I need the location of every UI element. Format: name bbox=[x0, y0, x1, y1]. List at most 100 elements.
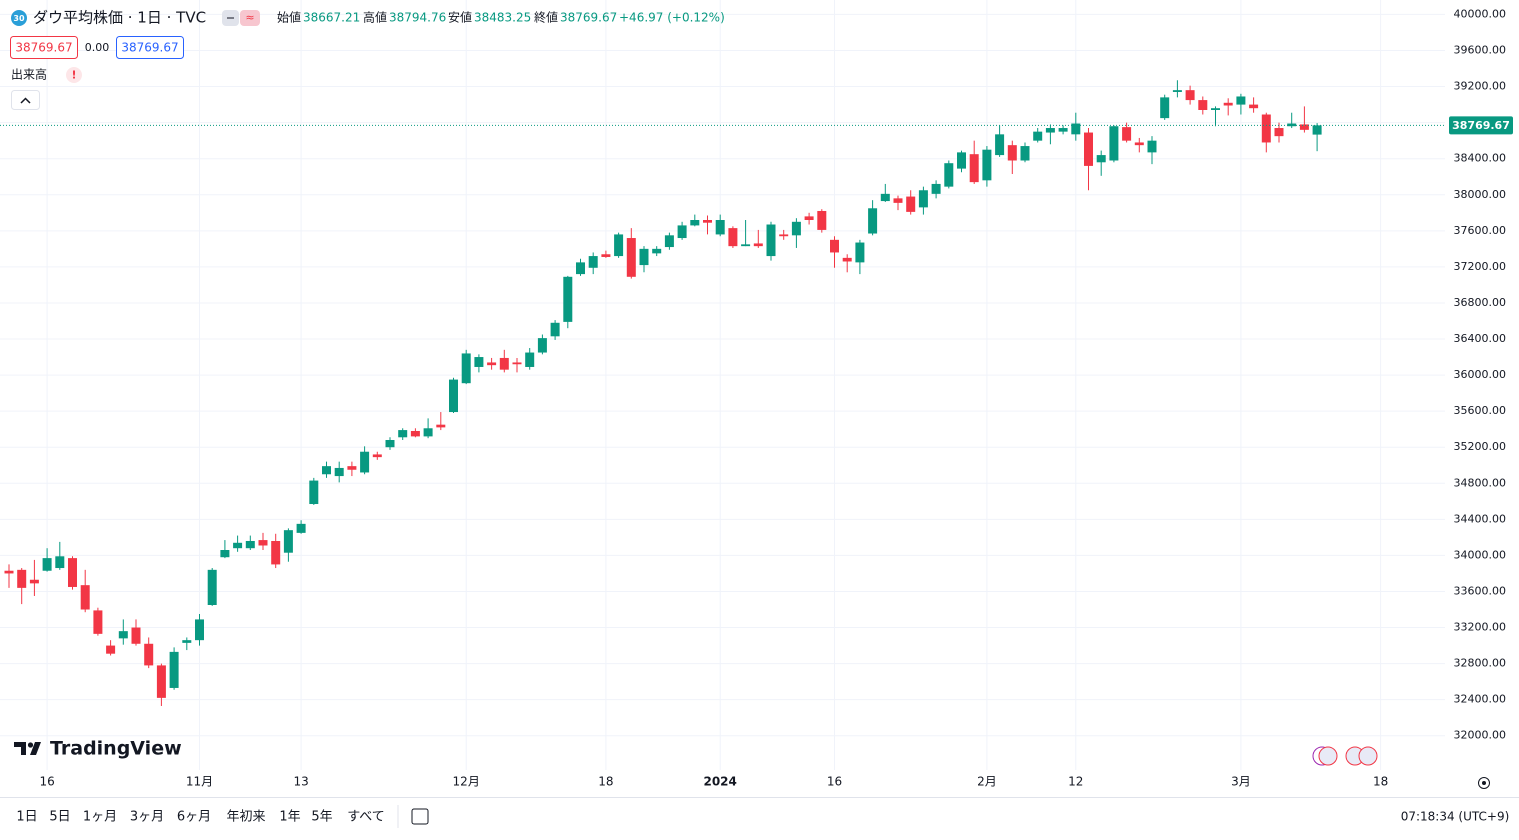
candle-body bbox=[93, 610, 103, 634]
candle-body bbox=[4, 570, 14, 574]
logo-mark bbox=[14, 742, 41, 755]
x-tick-label: 12 bbox=[1068, 775, 1083, 789]
candle-body bbox=[29, 579, 39, 584]
logo-dot bbox=[27, 742, 34, 748]
candle-body bbox=[487, 362, 497, 366]
candle-body bbox=[309, 480, 319, 505]
ohlc-value: 38769.67 bbox=[560, 11, 617, 25]
x-tick-label: 3月 bbox=[1231, 775, 1251, 789]
y-tick-label: 32400.00 bbox=[1454, 693, 1507, 706]
candle-body bbox=[842, 257, 852, 262]
candle-body bbox=[220, 550, 230, 558]
candle-body bbox=[1020, 146, 1030, 161]
candle-body bbox=[1160, 97, 1170, 119]
candle-body bbox=[156, 665, 166, 698]
warning-glyph: ! bbox=[71, 69, 76, 82]
candle-body bbox=[436, 424, 446, 428]
candle-body bbox=[271, 540, 281, 565]
candle-body bbox=[563, 276, 573, 322]
candle-body bbox=[474, 357, 484, 367]
range-button[interactable]: 6ヶ月 bbox=[177, 810, 211, 825]
candle-body bbox=[334, 467, 344, 477]
candle-body bbox=[1223, 102, 1233, 106]
buy-box[interactable] bbox=[116, 36, 184, 59]
compare-icon[interactable] bbox=[240, 10, 260, 26]
logo-text: TradingView bbox=[50, 738, 182, 760]
candle-body bbox=[55, 556, 65, 569]
chart-title: ダウ平均株価 · 1日 · TVC bbox=[33, 9, 206, 27]
y-tick-label: 40000.00 bbox=[1454, 7, 1507, 20]
candle-body bbox=[1007, 145, 1017, 161]
candle-body bbox=[868, 208, 878, 234]
y-tick-label: 34800.00 bbox=[1454, 476, 1507, 489]
y-tick-label: 36800.00 bbox=[1454, 296, 1507, 309]
y-tick-label: 32000.00 bbox=[1454, 729, 1507, 742]
volume-label: 出来高 bbox=[11, 68, 47, 82]
range-button[interactable]: 1ヶ月 bbox=[83, 810, 117, 825]
range-button[interactable]: 年初来 bbox=[226, 809, 265, 825]
candle-body bbox=[1249, 104, 1259, 109]
x-tick-label: 18 bbox=[598, 775, 613, 789]
candle-body bbox=[322, 466, 331, 475]
ohlc-value: 38794.76 bbox=[389, 11, 446, 25]
ohlc-value: 38483.25 bbox=[474, 11, 531, 25]
sell-box[interactable] bbox=[10, 36, 78, 59]
candle-body bbox=[639, 248, 649, 266]
badge-text: 30 bbox=[13, 14, 25, 23]
candle-body bbox=[1033, 131, 1043, 141]
candle-body bbox=[80, 585, 90, 610]
candle-body bbox=[880, 193, 890, 202]
candle-body bbox=[499, 357, 509, 370]
candle-body bbox=[652, 248, 662, 254]
candle-body bbox=[118, 631, 128, 639]
candle-body bbox=[1058, 128, 1068, 132]
date-range-icon[interactable] bbox=[411, 808, 429, 825]
candle-body bbox=[1312, 125, 1322, 135]
candle-body bbox=[626, 238, 636, 277]
warning-icon[interactable] bbox=[66, 67, 82, 83]
candle-body bbox=[550, 322, 560, 337]
y-tick-label: 36000.00 bbox=[1454, 368, 1507, 381]
settings-icon[interactable] bbox=[1478, 777, 1490, 789]
range-button[interactable]: 3ヶ月 bbox=[130, 810, 164, 825]
candle-body bbox=[1185, 90, 1195, 101]
range-button[interactable]: 5日 bbox=[49, 810, 70, 825]
candle-body bbox=[982, 149, 992, 181]
candle-body bbox=[1147, 140, 1157, 153]
y-tick-label: 32800.00 bbox=[1454, 657, 1507, 670]
candle-body bbox=[728, 228, 738, 247]
candle-body bbox=[245, 540, 255, 549]
candle-body bbox=[601, 254, 611, 257]
collapse-chevron bbox=[20, 97, 31, 104]
candle-body bbox=[1211, 108, 1220, 110]
candle-body bbox=[1084, 132, 1093, 166]
candle-body bbox=[537, 338, 547, 353]
candle-body bbox=[741, 244, 751, 247]
symbol-badge bbox=[11, 10, 27, 26]
candle-body bbox=[855, 242, 865, 263]
range-button[interactable]: 1日 bbox=[16, 810, 37, 825]
candle-body bbox=[182, 640, 192, 643]
candle-body bbox=[410, 430, 420, 437]
x-tick-label: 12月 bbox=[453, 775, 480, 789]
candle-body bbox=[385, 440, 395, 448]
candle-body bbox=[398, 430, 408, 438]
candle-body bbox=[68, 558, 77, 587]
range-button[interactable]: 5年 bbox=[311, 810, 332, 825]
range-button[interactable]: すべて bbox=[347, 810, 385, 825]
candle-body bbox=[588, 256, 598, 268]
y-tick-label: 39600.00 bbox=[1454, 43, 1507, 56]
candle-body bbox=[715, 220, 725, 235]
y-tick-label: 35600.00 bbox=[1454, 404, 1507, 417]
y-tick-label: 36400.00 bbox=[1454, 332, 1507, 345]
x-tick-label: 11月 bbox=[186, 775, 213, 789]
range-button[interactable]: 1年 bbox=[279, 810, 300, 825]
event-icon[interactable] bbox=[1318, 746, 1338, 766]
candle-body bbox=[995, 134, 1005, 156]
collapse-button[interactable] bbox=[11, 90, 40, 110]
candle-body bbox=[1198, 100, 1208, 110]
candle-body bbox=[957, 152, 966, 169]
event-icon[interactable] bbox=[1358, 746, 1378, 766]
